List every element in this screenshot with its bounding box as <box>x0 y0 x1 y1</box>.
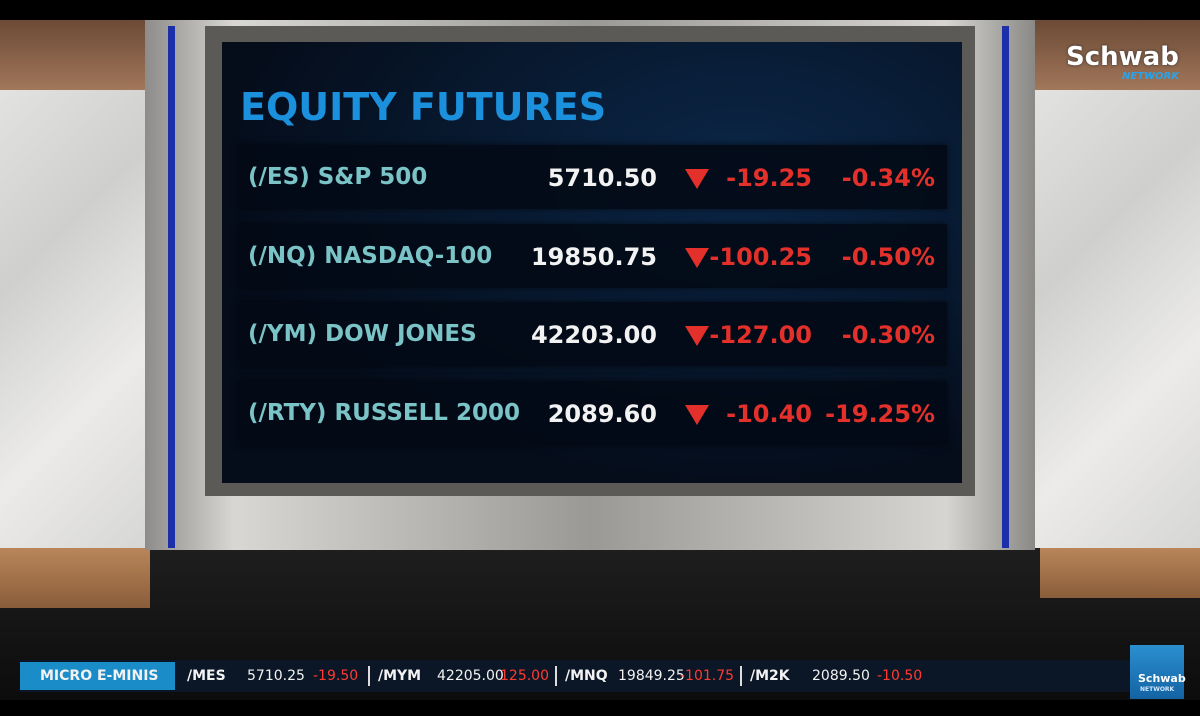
ticker-separator <box>555 666 557 686</box>
blue-stripe <box>168 26 175 548</box>
table-row: (/YM) DOW JONES 42203.00 -127.00 -0.30% <box>238 302 947 366</box>
ticker-bar <box>20 660 1130 692</box>
wood-floor <box>1040 548 1200 598</box>
change: -10.40 <box>726 400 812 428</box>
ticker-price: 5710.25 <box>247 668 305 684</box>
table-row: (/RTY) RUSSELL 2000 2089.60 -10.40 -19.25% <box>238 381 947 445</box>
percent-change: -0.34% <box>841 164 935 192</box>
ceiling-band <box>0 20 148 90</box>
blue-stripe <box>1002 26 1009 548</box>
down-arrow <box>685 248 709 268</box>
change: -19.25 <box>726 164 812 192</box>
title: EQUITY FUTURES <box>240 85 607 129</box>
percent-change: -19.25% <box>825 400 935 428</box>
ticker-separator <box>740 666 742 686</box>
down-arrow <box>685 169 709 189</box>
price: 2089.60 <box>547 400 657 428</box>
logo-sub: NETWORK <box>1122 71 1180 82</box>
instrument-name: (/YM) DOW JONES <box>248 321 477 347</box>
ticker-change: -19.50 <box>313 668 359 684</box>
ticker-label-box <box>20 662 175 690</box>
logo-name: Schwab <box>1066 42 1179 72</box>
change: -100.25 <box>709 243 812 271</box>
table-row: (/NQ) NASDAQ-100 19850.75 -100.25 -0.50% <box>238 224 947 288</box>
instrument-name: (/RTY) RUSSELL 2000 <box>248 400 520 426</box>
ceiling-band <box>1032 20 1200 90</box>
price: 5710.50 <box>547 164 657 192</box>
corner-logo-box <box>1130 645 1184 699</box>
instrument-name: (/NQ) NASDAQ-100 <box>248 243 493 269</box>
ticker-change: -101.75 <box>680 668 735 684</box>
instrument-name: (/ES) S&P 500 <box>248 164 428 190</box>
wall-right <box>1032 20 1200 550</box>
price: 42203.00 <box>530 321 657 349</box>
down-arrow <box>685 405 709 425</box>
corner-logo-name: Schwab <box>1138 672 1186 685</box>
ticker-separator <box>368 666 370 686</box>
ticker-label: MICRO E-MINIS <box>40 668 159 684</box>
ticker-symbol: /M2K <box>750 668 790 684</box>
ticker-change: 125.00 <box>500 668 549 684</box>
down-arrow <box>685 326 709 346</box>
wood-floor <box>0 548 150 608</box>
price: 19850.75 <box>530 243 657 271</box>
percent-change: -0.30% <box>841 321 935 349</box>
ticker-symbol: /MYM <box>378 668 422 684</box>
ticker-price: 19849.25 <box>618 668 685 684</box>
table-row: (/ES) S&P 500 5710.50 -19.25 -0.34% <box>238 145 947 209</box>
percent-change: -0.50% <box>841 243 935 271</box>
corner-logo-sub: NETWORK <box>1140 686 1175 693</box>
ticker-price: 2089.50 <box>812 668 870 684</box>
ticker-symbol: /MES <box>187 668 226 684</box>
change: -127.00 <box>709 321 812 349</box>
ticker-price: 42205.00 <box>437 668 504 684</box>
wall-left <box>0 20 148 550</box>
ticker-symbol: /MNQ <box>565 668 608 684</box>
ticker-change: -10.50 <box>877 668 923 684</box>
